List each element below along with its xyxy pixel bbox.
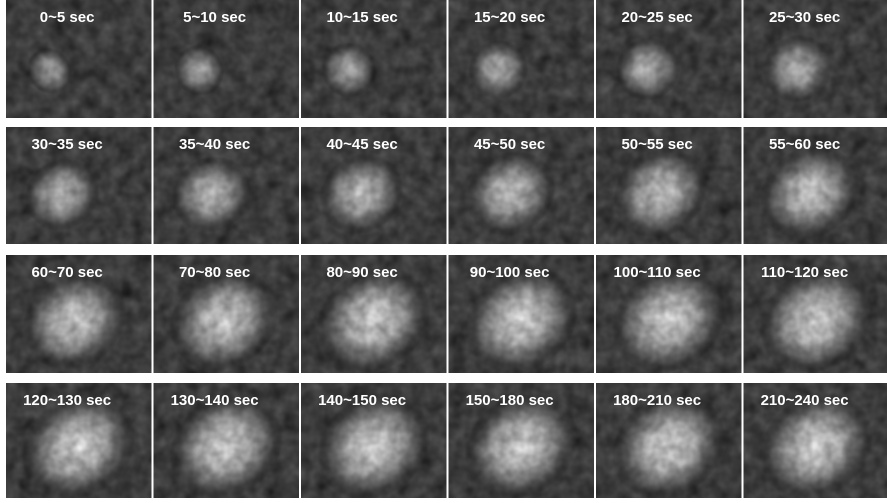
frame: 120~130 sec xyxy=(1,371,157,498)
frame: 30~35 sec xyxy=(6,127,152,245)
frame-label: 100~110 sec xyxy=(614,264,701,281)
frame: 70~80 sec xyxy=(150,248,299,393)
frame-label: 120~130 sec xyxy=(23,392,111,409)
frame: 140~150 sec xyxy=(296,371,452,498)
frame-label: 45~50 sec xyxy=(474,136,545,153)
frame-label: 20~25 sec xyxy=(621,9,692,26)
frame-label: 110~120 sec xyxy=(761,264,848,281)
frame-label: 80~90 sec xyxy=(326,264,397,281)
frame-label: 35~40 sec xyxy=(179,136,250,153)
frame-label: 30~35 sec xyxy=(31,136,102,153)
frame-label: 210~240 sec xyxy=(761,392,849,409)
frame: 80~90 sec xyxy=(296,245,452,396)
frame-label: 5~10 sec xyxy=(183,9,246,26)
frame: 60~70 sec xyxy=(3,252,151,390)
frame-label: 180~210 sec xyxy=(613,392,701,409)
frame: 210~240 sec xyxy=(738,371,887,498)
frame: 180~210 sec xyxy=(591,371,747,498)
frame: 100~110 sec xyxy=(591,245,747,396)
frame: 20~25 sec xyxy=(596,0,742,118)
frame: 40~45 sec xyxy=(301,127,447,251)
frame: 55~60 sec xyxy=(742,126,887,258)
frame: 110~120 sec xyxy=(738,245,887,396)
frame-label: 25~30 sec xyxy=(769,9,840,26)
frame: 45~50 sec xyxy=(449,127,595,253)
frame-label: 0~5 sec xyxy=(40,9,95,26)
frame-grid: 0~5 sec 5~10 sec 10~15 sec 15~20 sec 20~25 s… xyxy=(0,0,887,498)
frame-label: 10~15 sec xyxy=(326,9,397,26)
frame-label: 150~180 sec xyxy=(466,392,554,409)
frame: 15~20 sec xyxy=(449,0,595,118)
frame-label: 40~45 sec xyxy=(326,136,397,153)
frame: 90~100 sec xyxy=(443,245,599,396)
frame: 10~15 sec xyxy=(301,0,447,118)
frame-label: 55~60 sec xyxy=(769,136,840,153)
frame: 150~180 sec xyxy=(443,371,599,498)
frame-label: 60~70 sec xyxy=(31,264,102,281)
frame: 5~10 sec xyxy=(154,0,300,118)
frame: 25~30 sec xyxy=(744,0,887,118)
frame: 130~140 sec xyxy=(148,371,304,498)
frame-label: 50~55 sec xyxy=(621,136,692,153)
frame-label: 130~140 sec xyxy=(171,392,259,409)
frame-label: 15~20 sec xyxy=(474,9,545,26)
frame: 0~5 sec xyxy=(6,0,152,118)
frame-label: 70~80 sec xyxy=(179,264,250,281)
frame: 50~55 sec xyxy=(596,127,742,256)
frame-label: 140~150 sec xyxy=(318,392,406,409)
frame: 35~40 sec xyxy=(154,127,300,248)
frame-label: 90~100 sec xyxy=(470,264,550,281)
